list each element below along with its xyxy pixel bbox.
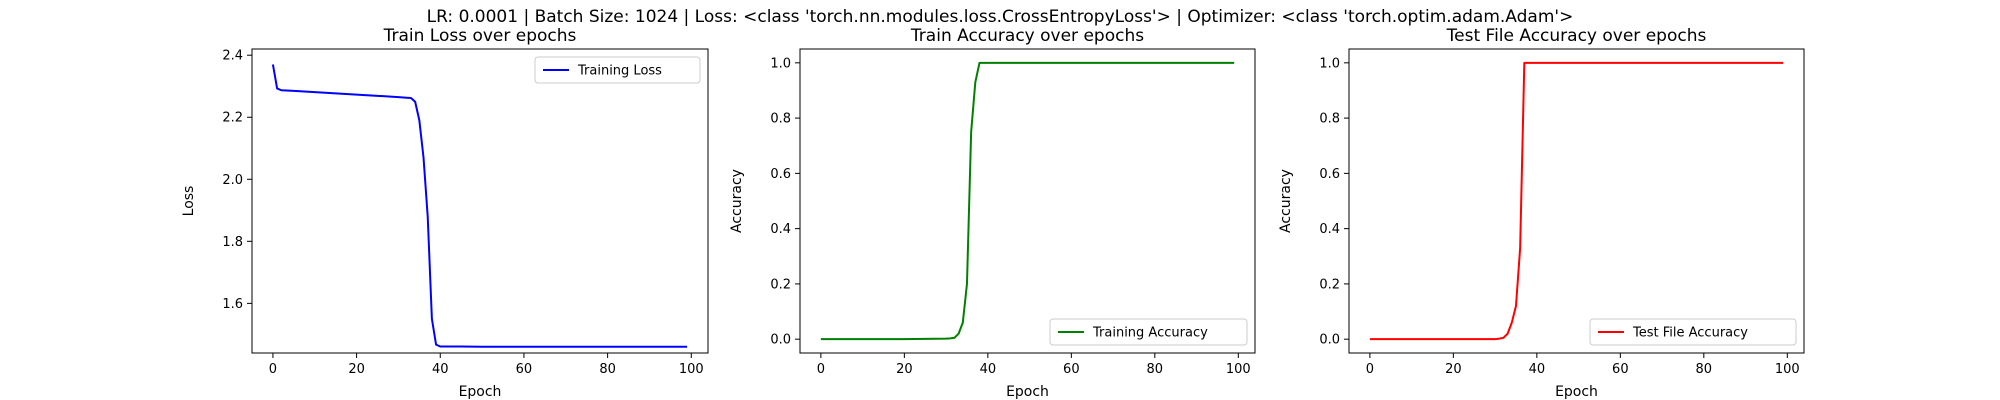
y-tick-label: 0.4 xyxy=(770,222,791,237)
y-tick-label: 0.4 xyxy=(1319,222,1340,237)
x-tick-label: 40 xyxy=(432,362,449,377)
y-tick-label: 0.2 xyxy=(770,277,791,292)
legend-label: Test File Accuracy xyxy=(1632,326,1748,341)
test-accuracy-chart: Test File Accuracy over epochs 0 20 40 60 80 1… xyxy=(1278,26,1805,400)
axes-frame xyxy=(1348,48,1805,354)
y-tick-label: 0.8 xyxy=(770,112,791,127)
x-tick-label: 100 xyxy=(1775,362,1800,377)
x-axis-label: Epoch xyxy=(459,384,502,400)
x-tick-label: 100 xyxy=(1226,362,1251,377)
y-axis-label: Accuracy xyxy=(729,169,745,233)
y-tick-label: 1.6 xyxy=(222,297,243,312)
x-tick-label: 20 xyxy=(348,362,365,377)
x-tick-label: 100 xyxy=(679,362,704,377)
y-tick-label: 0.0 xyxy=(770,333,791,348)
x-tick-label: 60 xyxy=(1063,362,1080,377)
x-tick-label: 40 xyxy=(980,362,997,377)
legend: Training Loss xyxy=(534,56,701,84)
y-tick-label: 2.0 xyxy=(222,173,243,188)
axes-frame xyxy=(799,48,1256,354)
legend-box xyxy=(1049,318,1248,346)
legend-label: Training Loss xyxy=(577,64,662,79)
series-line xyxy=(820,61,1235,341)
legend: Training Accuracy xyxy=(1049,318,1248,346)
legend: Test File Accuracy xyxy=(1589,318,1797,346)
x-tick-label: 0 xyxy=(269,362,277,377)
figure-suptitle: LR: 0.0001 | Batch Size: 1024 | Loss: <c… xyxy=(427,7,1574,27)
x-tick-label: 60 xyxy=(1612,362,1629,377)
legend-box xyxy=(1589,318,1797,346)
x-axis-label: Epoch xyxy=(1555,384,1598,400)
chart-title: Train Loss over epochs xyxy=(383,26,577,46)
train-loss-chart: Train Loss over epochs 0 20 40 60 80 100 1.6 1.8… xyxy=(181,26,709,400)
y-tick-label: 2.2 xyxy=(222,111,243,126)
x-axis-label: Epoch xyxy=(1006,384,1049,400)
train-accuracy-chart: Train Accuracy over epochs 0 20 40 60 80 100 0.… xyxy=(729,26,1256,400)
y-tick-label: 1.0 xyxy=(770,56,791,71)
y-tick-label: 1.0 xyxy=(1319,56,1340,71)
y-tick-label: 0.8 xyxy=(1319,112,1340,127)
x-tick-label: 40 xyxy=(1529,362,1546,377)
y-tick-label: 0.0 xyxy=(1319,333,1340,348)
y-tick-label: 0.6 xyxy=(770,167,791,182)
x-tick-label: 80 xyxy=(1147,362,1164,377)
x-tick-label: 80 xyxy=(599,362,616,377)
x-tick-label: 0 xyxy=(1366,362,1374,377)
series-line xyxy=(1369,61,1784,341)
x-tick-label: 20 xyxy=(896,362,913,377)
y-tick-label: 2.4 xyxy=(222,49,243,64)
y-tick-label: 0.6 xyxy=(1319,167,1340,182)
x-tick-label: 0 xyxy=(817,362,825,377)
chart-title: Train Accuracy over epochs xyxy=(910,26,1144,46)
y-tick-label: 1.8 xyxy=(222,235,243,250)
x-tick-label: 60 xyxy=(516,362,533,377)
y-axis-label: Accuracy xyxy=(1278,169,1294,233)
legend-box xyxy=(534,56,701,84)
axes-frame xyxy=(251,48,709,354)
series-line xyxy=(271,64,688,348)
legend-label: Training Accuracy xyxy=(1092,326,1208,341)
y-tick-label: 0.2 xyxy=(1319,277,1340,292)
x-tick-label: 80 xyxy=(1696,362,1713,377)
y-axis-label: Loss xyxy=(181,186,197,217)
chart-title: Test File Accuracy over epochs xyxy=(1446,26,1707,46)
x-tick-label: 20 xyxy=(1445,362,1462,377)
